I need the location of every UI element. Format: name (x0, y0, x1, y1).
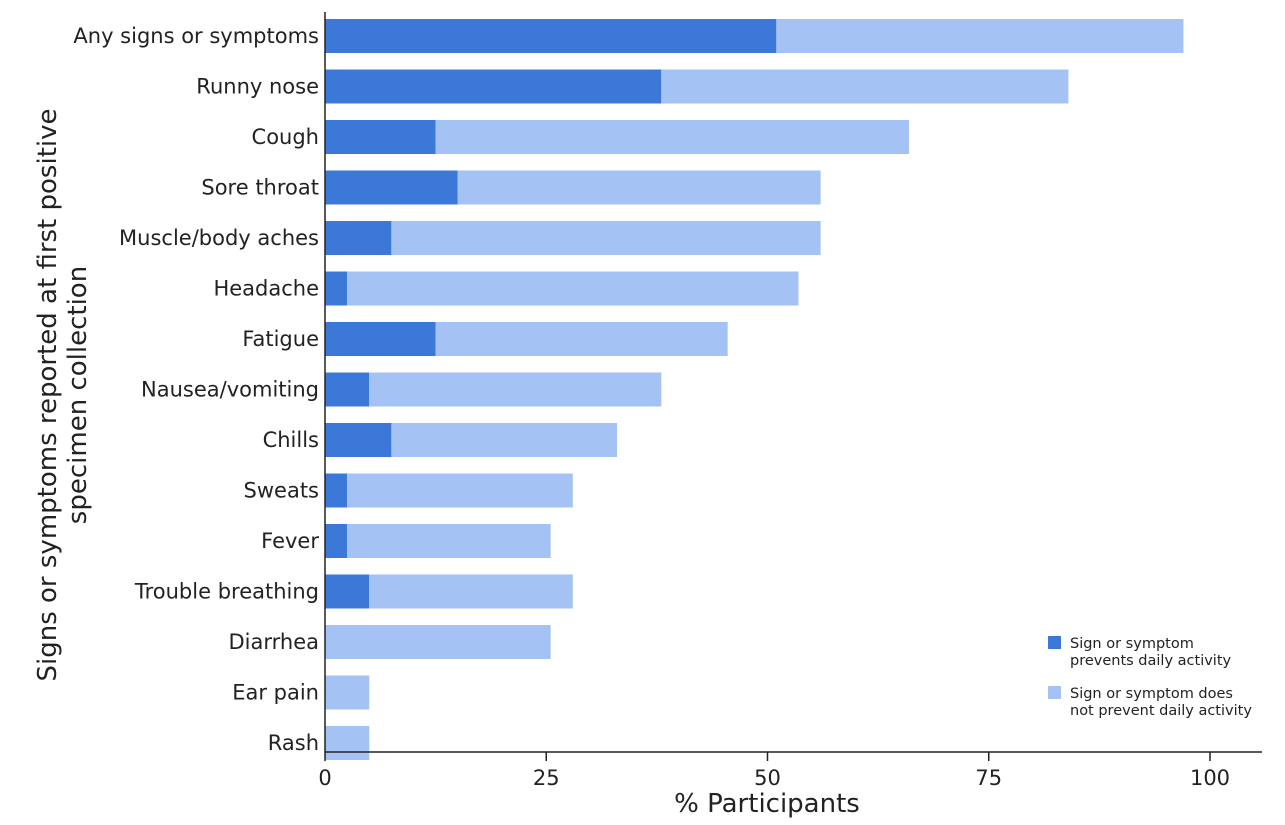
bar-segment-prevents (325, 69, 662, 104)
x-tick-label: 50 (754, 766, 781, 790)
bar-segment-prevents (325, 120, 436, 154)
category-label: Ear pain (232, 681, 319, 705)
y-axis-title-line: Signs or symptoms reported at first posi… (33, 108, 63, 681)
bar-segment-prevents (325, 221, 392, 255)
category-label: Cough (252, 125, 319, 149)
category-label: Fatigue (242, 327, 319, 351)
category-labels: Any signs or symptoms Runny nose Cough Sore… (73, 24, 319, 755)
legend-label-line2: prevents daily activity (1070, 653, 1232, 669)
category-label: Any signs or symptoms (73, 24, 319, 48)
bar-segment-prevents (325, 524, 348, 558)
legend-swatch (1048, 636, 1061, 649)
category-label: Nausea/vomiting (141, 378, 319, 402)
bar-segment-not-prevents (435, 322, 728, 356)
x-tick-label: 100 (1190, 766, 1230, 790)
x-tick-label: 25 (533, 766, 560, 790)
bars (325, 19, 1184, 760)
legend-swatch (1048, 686, 1061, 699)
legend-label-line1: Sign or symptom (1070, 636, 1194, 652)
bar-segment-not-prevents (347, 271, 799, 306)
category-label: Rash (268, 731, 319, 755)
bar-segment-prevents (325, 19, 777, 53)
category-label: Fever (261, 529, 319, 553)
legend-label-line2: not prevent daily activity (1070, 703, 1252, 719)
category-label: Sweats (244, 479, 319, 503)
y-axis-title: Signs or symptoms reported at first posi… (33, 108, 93, 681)
bar-segment-prevents (325, 170, 458, 205)
category-label: Muscle/body aches (119, 226, 319, 250)
x-ticks: 0 25 50 75 100 (318, 752, 1230, 790)
bar-segment-prevents (325, 372, 370, 407)
legend-label-line1: Sign or symptom does (1070, 686, 1233, 702)
bar-segment-not-prevents (457, 170, 821, 205)
bar-segment-not-prevents (435, 120, 910, 154)
bar-segment-not-prevents (369, 372, 662, 407)
category-label: Chills (263, 428, 319, 452)
y-axis-title-line: specimen collection (63, 266, 93, 524)
bar-segment-prevents (325, 423, 392, 457)
bar-segment-not-prevents (391, 423, 618, 457)
category-label: Diarrhea (228, 630, 319, 654)
category-label: Headache (213, 277, 319, 301)
bar-segment-not-prevents (347, 473, 573, 508)
bar-segment-prevents (325, 271, 348, 306)
x-tick-label: 0 (318, 766, 331, 790)
bar-segment-not-prevents (391, 221, 821, 255)
bar-segment-not-prevents (776, 19, 1184, 53)
bar-segment-prevents (325, 322, 436, 356)
bar-segment-not-prevents (661, 69, 1069, 104)
category-label: Trouble breathing (134, 580, 319, 604)
category-label: Runny nose (196, 75, 319, 99)
bar-segment-prevents (325, 473, 348, 508)
bar-segment-not-prevents (325, 726, 370, 760)
category-label: Sore throat (201, 176, 319, 200)
bar-segment-not-prevents (325, 625, 551, 659)
bar-segment-not-prevents (369, 574, 573, 609)
x-axis-title: % Participants (674, 789, 860, 819)
bar-segment-not-prevents (325, 675, 370, 710)
bar-segment-not-prevents (347, 524, 551, 558)
bar-segment-prevents (325, 574, 370, 609)
x-tick-label: 75 (975, 766, 1002, 790)
